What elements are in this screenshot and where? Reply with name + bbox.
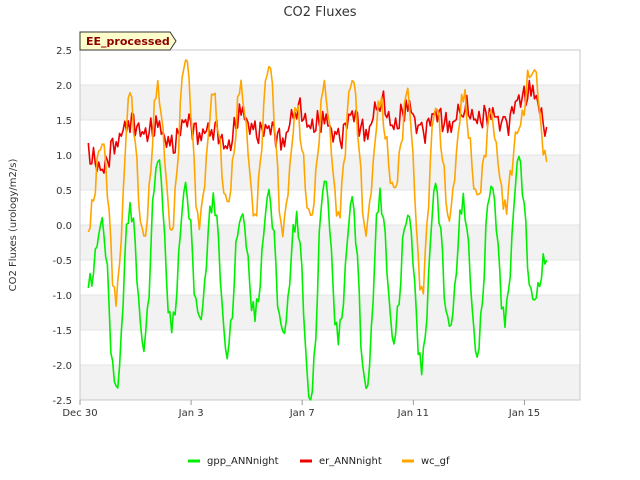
y-tick-label: -2.5 (52, 396, 72, 407)
y-tick-label: 0.0 (56, 221, 72, 232)
y-tick-label: 0.5 (56, 186, 72, 197)
badge-shape (79, 31, 177, 51)
series-layer (87, 59, 548, 401)
y-tick-label: -2.0 (52, 361, 72, 372)
series-line-gpp_ANNnight (87, 155, 548, 401)
background-bands (80, 85, 580, 400)
background-band (80, 155, 580, 190)
y-tick-label: 1.5 (56, 116, 72, 127)
processed-badge: EE_processed (79, 31, 177, 51)
plot-area-border (79, 49, 581, 401)
badge-label: EE_processed (86, 35, 170, 48)
legend-label-er_ANNnight: er_ANNnight (319, 456, 382, 467)
x-tick-label: Jan 15 (508, 408, 540, 419)
y-tick-label: 2.5 (56, 46, 72, 57)
background-band (80, 365, 580, 400)
x-tick-label: Dec 30 (62, 408, 97, 419)
x-tick-label: Jan 7 (289, 408, 315, 419)
background-band (80, 295, 580, 330)
y-tick-label: 1.0 (56, 151, 72, 162)
series-line-wc_gf (87, 59, 548, 307)
y-axis-label: CO2 Fluxes (urology/m2/s) (8, 159, 19, 292)
y-tick-label: -0.5 (52, 256, 72, 267)
legend-label-wc_gf: wc_gf (421, 456, 450, 467)
chart-title: CO2 Fluxes (283, 5, 356, 20)
background-band (80, 85, 580, 120)
series-line-er_ANNnight (87, 79, 548, 174)
y-tick-label: -1.5 (52, 326, 72, 337)
legend-label-gpp_ANNnight: gpp_ANNnight (207, 456, 279, 467)
x-tick-label: Jan 11 (397, 408, 429, 419)
x-axis: Dec 30 Jan 3 Jan 7 Jan 11 Jan 15 (62, 400, 540, 419)
y-axis: -2.5 -2.0 -1.5 -1.0 -0.5 0.0 0.5 1.0 1.5 2.0 2.5 (52, 46, 72, 407)
y-tick-label: 2.0 (56, 81, 72, 92)
y-tick-label: -1.0 (52, 291, 72, 302)
legend: gpp_ANNnight er_ANNnight wc_gf (188, 456, 450, 467)
x-tick-label: Jan 3 (178, 408, 204, 419)
